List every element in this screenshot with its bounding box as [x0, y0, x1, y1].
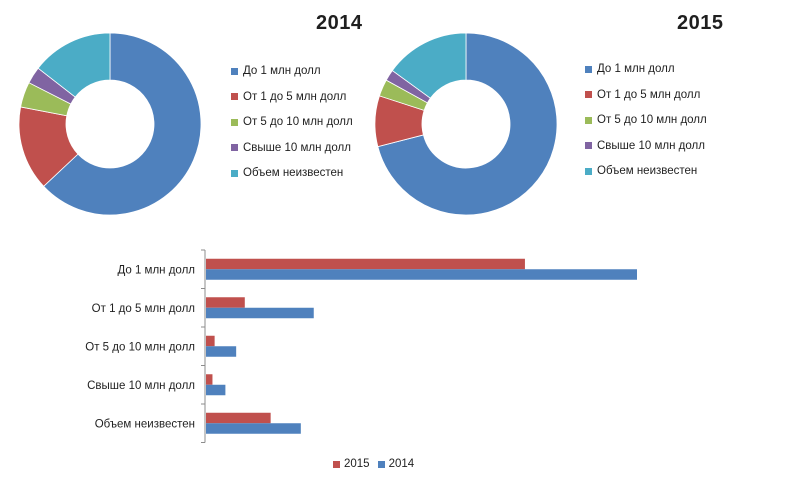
bar-2015-5 — [206, 412, 271, 424]
bar-2014-4 — [206, 384, 226, 396]
bar-chart-legend: 2015 2014 — [333, 458, 422, 470]
bar-2015-4 — [206, 374, 213, 385]
category-tick-label: До 1 млн долл — [117, 264, 195, 276]
bar-legend-item-2014: 2014 — [377, 458, 415, 470]
legend-2014-label: Объем неизвестен — [243, 167, 344, 179]
legend-2014-label: От 5 до 10 млн долл — [243, 116, 353, 128]
legend-2015-label: Объем неизвестен — [597, 165, 698, 177]
donut-2014-slice-5 — [37, 32, 111, 98]
bar-legend-swatch — [333, 460, 340, 468]
bar-2014-2 — [206, 307, 314, 319]
donut-2014-slice-1 — [43, 32, 202, 216]
legend-2015-item-5: Объем неизвестен — [585, 165, 697, 177]
legend-2014-swatch — [231, 118, 238, 126]
legend-2015-swatch — [585, 116, 592, 124]
donut-2015-slice-5 — [391, 32, 467, 99]
bar-legend-label: 2015 — [344, 458, 370, 470]
legend-2014-item-3: От 5 до 10 млн долл — [231, 116, 353, 128]
legend-2015-item-3: От 5 до 10 млн долл — [585, 114, 707, 126]
bar-2015-1 — [206, 258, 525, 270]
legend-2015-label: Свыше 10 млн долл — [597, 139, 705, 152]
legend-2015-swatch — [585, 91, 592, 98]
legend-2015-item-1: До 1 млн долл — [585, 63, 675, 75]
bar-legend-item-2015: 2015 — [333, 458, 370, 470]
bar-chart: До 1 млн долл От 1 до 5 млн долл От 5 до 1… — [85, 249, 637, 443]
legend-2014-item-4: Свыше 10 млн долл — [231, 142, 351, 154]
legend-2014-swatch — [231, 67, 238, 75]
legend-2014-swatch — [231, 93, 238, 100]
legend-2014-item-5: Объем неизвестен — [231, 167, 343, 179]
legend-2015-swatch — [585, 65, 592, 73]
bar-2015-2 — [206, 297, 245, 308]
bar-2014-5 — [206, 423, 301, 434]
legend-2014-swatch — [231, 144, 238, 151]
legend-2015-item-2: От 1 до 5 млн долл — [585, 89, 700, 101]
legend-2015-label: От 1 до 5 млн долл — [597, 88, 701, 101]
category-tick-label: Объем неизвестен — [95, 418, 195, 430]
category-tick-label: От 1 до 5 млн долл — [92, 303, 195, 315]
legend-2014-label: Свыше 10 млн долл — [243, 141, 351, 154]
donut-chart-2015 — [374, 32, 558, 216]
bar-2014-1 — [206, 269, 637, 280]
donut-chart-2014 — [18, 32, 202, 216]
legend-2014-item-1: До 1 млн долл — [231, 65, 321, 77]
legend-2015-label: От 5 до 10 млн долл — [597, 114, 707, 126]
chart-title-2015: 2015 — [677, 12, 724, 34]
legend-2014-label: От 1 до 5 млн долл — [243, 90, 347, 103]
legend-2014-swatch — [231, 169, 238, 177]
category-tick-label: Свыше 10 млн долл — [87, 380, 195, 392]
bar-legend-label: 2014 — [388, 458, 415, 470]
legend-2014-label: До 1 млн долл — [243, 65, 321, 77]
bar-2014-3 — [206, 346, 237, 357]
legend-2015-label: До 1 млн долл — [597, 63, 675, 75]
legend-2014-item-2: От 1 до 5 млн долл — [231, 91, 346, 103]
legend-2015-swatch — [585, 142, 592, 149]
bar-legend-swatch — [377, 460, 385, 468]
legend-2015-swatch — [585, 167, 592, 175]
category-tick-label: От 5 до 10 млн долл — [85, 341, 195, 353]
bar-2015-3 — [206, 335, 215, 347]
chart-title-2014: 2014 — [316, 12, 363, 34]
donut-2015-slice-1 — [377, 32, 558, 216]
legend-2015-item-4: Свыше 10 млн долл — [585, 140, 705, 152]
